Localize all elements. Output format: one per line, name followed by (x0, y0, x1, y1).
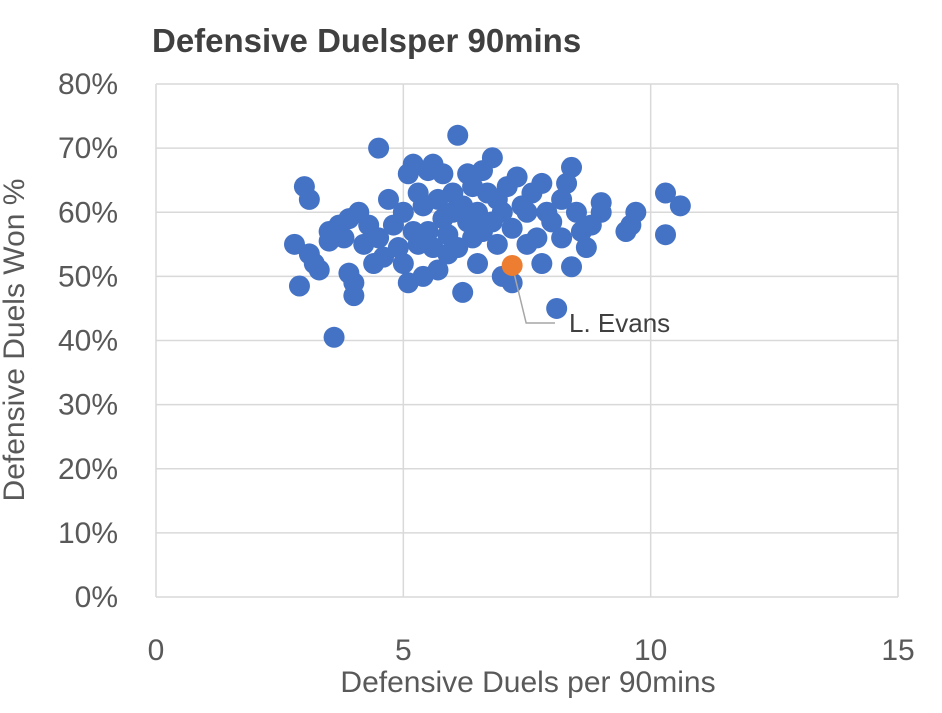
annotation: L. Evans (501, 254, 670, 338)
data-point (565, 201, 587, 223)
data-point (467, 253, 489, 275)
x-tick-label: 5 (395, 634, 412, 667)
data-point (501, 217, 523, 239)
data-point (556, 172, 578, 194)
data-point (298, 188, 320, 210)
data-point (669, 195, 691, 217)
x-tick-label: 10 (634, 634, 667, 667)
data-point (625, 201, 647, 223)
data-point (467, 201, 489, 223)
data-point (561, 256, 583, 278)
data-point (452, 281, 474, 303)
data-point (377, 188, 399, 210)
data-point (343, 272, 365, 294)
data-point (531, 253, 553, 275)
data-point (308, 259, 330, 281)
gridlines (155, 83, 899, 598)
data-point (526, 227, 548, 249)
y-tick-label: 70% (58, 132, 118, 165)
data-point (333, 227, 355, 249)
highlight-point (501, 254, 523, 276)
data-point (392, 253, 414, 275)
data-point (531, 172, 553, 194)
data-point (323, 326, 345, 348)
data-point (491, 201, 513, 223)
data-points (284, 124, 691, 348)
data-point (506, 166, 528, 188)
x-tick-label: 0 (148, 634, 165, 667)
data-point (590, 201, 612, 223)
annotation-leader-line (511, 265, 555, 324)
data-point (432, 163, 454, 185)
data-point (546, 297, 568, 319)
y-tick-label: 0% (75, 581, 118, 614)
data-point (447, 237, 469, 259)
y-tick-label: 20% (58, 453, 118, 486)
data-point (486, 233, 508, 255)
y-tick-label: 40% (58, 325, 118, 358)
y-tick-label: 10% (58, 517, 118, 550)
data-point (392, 201, 414, 223)
data-point (655, 224, 677, 246)
y-tick-label: 80% (58, 68, 118, 101)
data-point (368, 137, 390, 159)
data-point (387, 237, 409, 259)
data-point (427, 259, 449, 281)
y-tick-label: 50% (58, 260, 118, 293)
x-tick-label: 15 (881, 634, 914, 667)
highlight-label: L. Evans (569, 308, 670, 338)
data-point (541, 211, 563, 233)
axes: 0% 10% 20% 30% 40% 50% 60% 70% 80% 0 5 10 15 (58, 68, 915, 667)
data-point (284, 233, 306, 255)
data-point (368, 227, 390, 249)
y-axis-title: Defensive Duels Won % (0, 179, 31, 502)
data-point (417, 220, 439, 242)
data-point (373, 246, 395, 268)
data-point (575, 237, 597, 259)
data-point (655, 182, 677, 204)
chart-title: Defensive Duelsper 90mins (152, 22, 581, 59)
y-tick-label: 60% (58, 196, 118, 229)
data-point (447, 124, 469, 146)
data-point (288, 275, 310, 297)
data-point (481, 147, 503, 169)
y-tick-label: 30% (58, 389, 118, 422)
data-point (561, 156, 583, 178)
data-point (551, 188, 573, 210)
data-point (516, 201, 538, 223)
data-point (551, 227, 573, 249)
x-axis-title: Defensive Duels per 90mins (340, 666, 715, 699)
